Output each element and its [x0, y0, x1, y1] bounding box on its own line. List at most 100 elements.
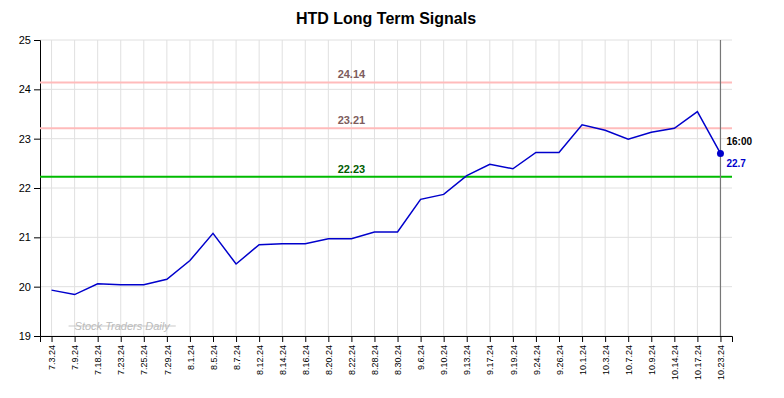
y-tick: 24 — [19, 83, 40, 95]
chart: HTD Long Term Signals192021222324257.3.2… — [0, 0, 784, 398]
reference-line-label: 23.21 — [338, 114, 366, 126]
y-tick-mark — [34, 40, 40, 41]
x-tick-mark — [513, 336, 514, 342]
x-tick: 9.17.24 — [485, 336, 495, 375]
last-point-line — [720, 40, 721, 336]
x-tick: 9.19.24 — [509, 336, 519, 375]
x-tick: 10.3.24 — [601, 336, 611, 375]
x-tick-mark — [98, 336, 99, 342]
x-grid-line — [443, 40, 444, 336]
reference-line-label: 24.14 — [338, 68, 366, 80]
x-grid-line — [674, 40, 675, 336]
x-tick-mark — [374, 336, 375, 342]
x-tick: 8.22.24 — [347, 336, 357, 375]
x-tick: 8.30.24 — [393, 336, 403, 375]
x-grid-line — [720, 40, 721, 336]
x-grid-line — [651, 40, 652, 336]
y-tick-mark — [34, 237, 40, 238]
x-tick-mark — [305, 336, 306, 342]
reference-line — [40, 127, 732, 129]
y-tick-label: 24 — [19, 83, 31, 95]
y-tick-mark — [34, 188, 40, 189]
x-tick: 8.14.24 — [278, 336, 288, 375]
x-tick-mark — [536, 336, 537, 342]
x-grid-line — [605, 40, 606, 336]
x-tick: 8.7.24 — [232, 336, 242, 370]
x-tick-mark — [697, 336, 698, 342]
x-tick-label: 9.13.24 — [462, 345, 472, 375]
x-tick-mark — [144, 336, 145, 342]
x-tick-label: 8.20.24 — [324, 345, 334, 375]
reference-line-label: 22.23 — [338, 163, 366, 175]
annotation: 16:00 — [726, 136, 752, 147]
x-grid-line — [74, 40, 75, 336]
x-tick-label: 8.7.24 — [232, 345, 242, 370]
x-grid-line — [489, 40, 490, 336]
grid — [40, 40, 732, 336]
x-grid-line — [305, 40, 306, 336]
x-tick-label: 8.1.24 — [186, 345, 196, 370]
x-tick: 7.9.24 — [70, 336, 80, 370]
y-tick: 20 — [19, 281, 40, 293]
x-tick-mark — [75, 336, 76, 342]
x-tick-mark — [213, 336, 214, 342]
x-tick-label: 7.18.24 — [93, 345, 103, 375]
x-tick-label: 8.30.24 — [393, 345, 403, 375]
x-tick-label: 7.29.24 — [163, 345, 173, 375]
x-tick: 9.24.24 — [532, 336, 542, 375]
x-tick: 10.1.24 — [578, 336, 588, 375]
x-tick: 9.6.24 — [416, 336, 426, 370]
x-tick-label: 9.10.24 — [439, 345, 449, 375]
x-tick-label: 9.19.24 — [509, 345, 519, 375]
x-tick-mark — [628, 336, 629, 342]
y-tick-label: 21 — [19, 231, 31, 243]
x-tick: 10.17.24 — [693, 336, 703, 380]
x-tick: 8.12.24 — [255, 336, 265, 375]
y-tick: 23 — [19, 133, 40, 145]
y-tick-label: 23 — [19, 133, 31, 145]
x-tick: 10.9.24 — [647, 336, 657, 375]
x-tick-label: 10.1.24 — [578, 345, 588, 375]
x-tick-mark — [259, 336, 260, 342]
x-tick-label: 10.17.24 — [693, 345, 703, 380]
x-grid-line — [213, 40, 214, 336]
x-tick: 7.3.24 — [47, 336, 57, 370]
x-tick: 7.23.24 — [116, 336, 126, 375]
x-tick-mark — [444, 336, 445, 342]
x-tick-mark — [674, 336, 675, 342]
y-tick: 25 — [19, 34, 40, 46]
x-tick-label: 9.24.24 — [532, 345, 542, 375]
x-grid-line — [512, 40, 513, 336]
x-grid-line — [120, 40, 121, 336]
x-tick: 8.5.24 — [209, 336, 219, 370]
x-tick-mark — [467, 336, 468, 342]
x-tick-label: 8.12.24 — [255, 345, 265, 375]
y-tick-label: 20 — [19, 281, 31, 293]
x-tick-label: 9.17.24 — [485, 345, 495, 375]
x-tick: 8.20.24 — [324, 336, 334, 375]
x-tick-mark — [398, 336, 399, 342]
x-tick: 7.18.24 — [93, 336, 103, 375]
x-grid-line — [351, 40, 352, 336]
x-tick: 7.25.24 — [139, 336, 149, 375]
x-tick-label: 8.22.24 — [347, 345, 357, 375]
x-grid-line — [559, 40, 560, 336]
x-tick: 10.14.24 — [670, 336, 680, 380]
title: HTD Long Term Signals — [296, 10, 476, 27]
x-axis: 7.3.24 7.9.24 7.18.24 7.23.24 7.25.24 7.29.24… — [41, 336, 733, 380]
x-tick-mark — [167, 336, 168, 342]
last-point-marker — [717, 150, 724, 157]
x-grid-line — [466, 40, 467, 336]
x-tick-mark — [236, 336, 237, 342]
x-grid-line — [236, 40, 237, 336]
x-tick: 10.23.24 — [716, 336, 726, 380]
x-tick: 8.28.24 — [370, 336, 380, 375]
x-grid-line — [143, 40, 144, 336]
reference-line — [40, 81, 732, 83]
x-tick-mark — [328, 336, 329, 342]
x-tick-label: 7.3.24 — [47, 345, 57, 370]
x-tick-label: 10.9.24 — [647, 345, 657, 375]
x-tick-mark — [720, 336, 721, 342]
x-tick: 8.1.24 — [186, 336, 196, 370]
x-tick-label: 7.25.24 — [139, 345, 149, 375]
